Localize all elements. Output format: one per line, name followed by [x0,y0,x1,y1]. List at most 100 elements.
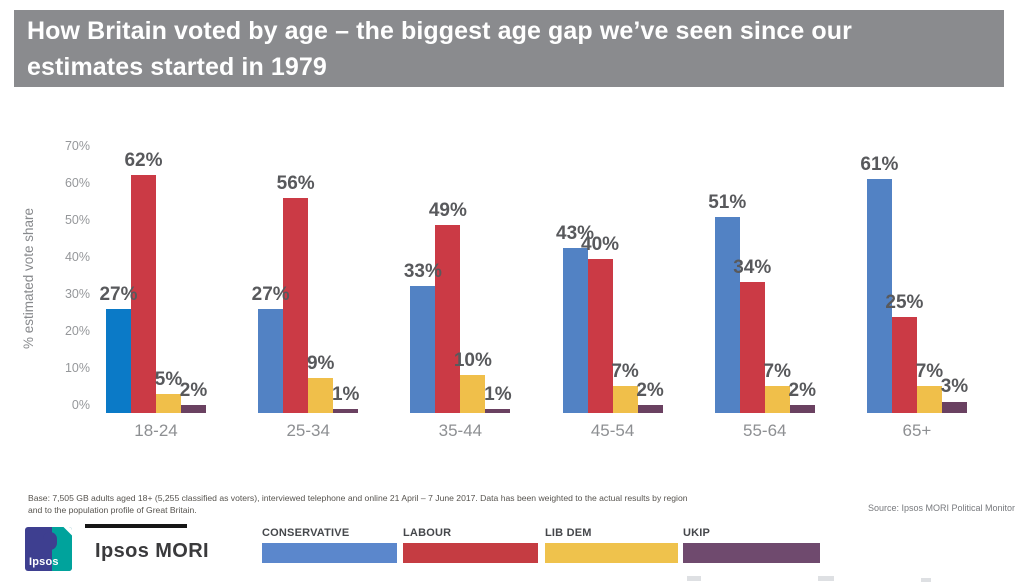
y-axis-tick: 50% [64,213,90,227]
bar-value-label: 1% [331,384,360,406]
bar-group: 33% 49% 10% 1% 35-44 [404,143,512,440]
bar-value-label: 9% [306,353,335,375]
legend-item-conservative: CONSERVATIVE [262,527,397,563]
legend-label: UKIP [683,527,711,539]
bar-value-label: 40% [581,234,620,256]
bar-value-label: 10% [453,349,492,371]
base-note: Base: 7,505 GB adults aged 18+ (5,255 cl… [28,493,688,516]
bar-slot: 43% [556,143,594,413]
source-note: Source: Ipsos MORI Political Monitor [867,503,1015,513]
bar-lib-dem [460,374,486,413]
bar-slot: 56% [277,143,315,413]
cropped-text-fragment [818,576,834,581]
bar-slot: 10% [454,143,492,413]
bar-conservative [258,309,284,413]
y-axis-tick: 40% [64,250,90,264]
bar-lib-dem [764,386,790,413]
bar-value-label: 1% [484,384,512,406]
brand-name: Ipsos MORI [95,540,210,562]
bar-group: 61% 25% 7% 3% 65+ [860,143,969,440]
cropped-text-fragment [921,578,931,582]
bar-value-label: 51% [708,192,747,214]
bar-value-label: 2% [788,380,816,402]
y-axis-title-text: % estimated vote share [21,207,37,349]
x-axis-label: 35-44 [438,421,483,440]
slide-title-line2: estimates started in 1979 [27,53,327,81]
bar-conservative [714,217,740,413]
bar-group: 27% 62% 5% 2% 18-24 [99,143,208,440]
bar-value-label: 34% [733,257,772,279]
bar-value-label: 2% [636,380,664,402]
bar-value-label: 7% [915,361,944,383]
ipsos-logo-text: Ipsos [29,556,59,568]
bar-labour [587,259,613,413]
ipsos-logo-motif [43,532,57,550]
bar-slot: 3% [940,143,969,413]
bar-value-label: 7% [611,361,639,383]
y-axis-tick: 70% [64,139,90,153]
ipsos-logo: Ipsos [25,527,72,571]
bar-slot: 2% [636,143,664,413]
bar-conservative [562,247,588,413]
bar-value-label: 49% [428,199,467,221]
bar-slot: 34% [733,143,771,413]
cropped-artifact [85,524,187,528]
y-axis-tick: 60% [64,176,90,190]
bar-ukip [941,401,967,413]
bar-slot: 33% [404,143,442,413]
bar-ukip [485,409,511,413]
bar-group: 43% 40% 7% 2% 45-54 [556,143,664,440]
bar-value-label: 27% [251,284,290,306]
legend-label: LABOUR [403,527,452,539]
legend-item-ukip: UKIP [683,527,820,563]
bar-ukip [333,409,359,413]
legend-label: LIB DEM [545,527,592,539]
bar-labour [435,224,461,413]
bar-group: 51% 34% 7% 2% 55-64 [708,143,816,440]
bar-slot: 7% [611,143,639,413]
x-axis-label: 45-54 [590,421,635,440]
slide-title-line1: How Britain voted by age – the biggest a… [27,17,852,45]
title-banner: How Britain voted by age – the biggest a… [14,10,1004,87]
bar-lib-dem [308,378,334,413]
bar-slot: 2% [179,143,208,413]
bar-labour [739,282,765,413]
x-axis-label: 18-24 [134,421,178,440]
bar-value-label: 5% [154,368,183,390]
bar-value-label: 56% [276,172,315,194]
bar-slot: 25% [885,143,923,413]
x-axis-label: 25-34 [286,421,330,440]
bar-slot: 61% [860,143,898,413]
legend-label: CONSERVATIVE [262,527,350,539]
bar-conservative [866,178,892,413]
bar-slot: 9% [306,143,335,413]
legend-swatch [403,543,538,563]
bar-lib-dem [916,386,942,413]
bar-conservative [106,309,131,413]
legend-swatch [683,543,820,563]
bar-group: 27% 56% 9% 1% 25-34 [252,143,360,440]
y-axis-title: % estimated vote share [18,143,40,413]
bar-slot: 51% [708,143,746,413]
bar-value-label: 3% [940,376,969,398]
bar-slot: 1% [484,143,512,413]
y-axis-tick: 20% [64,324,90,338]
y-axis-tick: 10% [64,361,90,375]
bar-value-label: 25% [885,292,924,313]
bar-slot: 7% [915,143,944,413]
bar-value-label: 27% [99,284,138,306]
bar-value-label: 2% [179,380,208,402]
bar-labour [283,198,309,413]
bar-slot: 40% [581,143,619,413]
x-axis-label: 65+ [902,421,932,440]
bar-value-label: 7% [763,361,791,383]
bar-labour [891,317,917,413]
bar-value-label: 43% [556,222,595,244]
bar-slot: 2% [788,143,816,413]
bar-slot: 5% [154,143,183,413]
bar-slot: 7% [763,143,791,413]
legend-item-labour: LABOUR [403,527,538,563]
ipsos-logo-teal-panel [52,527,72,571]
bar-labour [131,174,156,413]
